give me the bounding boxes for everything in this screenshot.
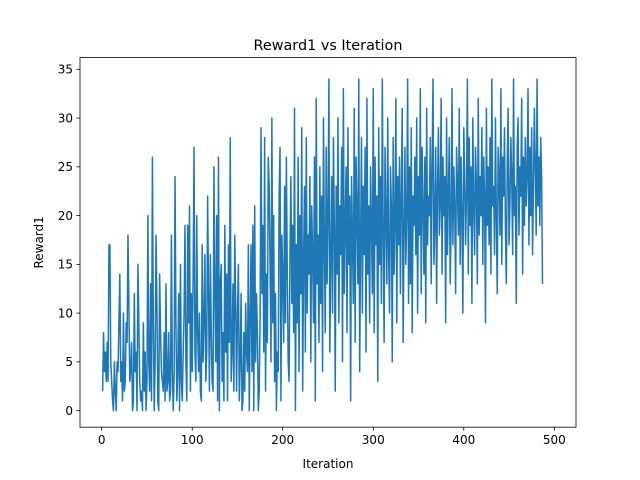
x-axis-label: Iteration (303, 457, 354, 471)
y-tick-label: 15 (58, 258, 73, 272)
chart-title: Reward1 vs Iteration (254, 38, 403, 54)
y-tick-label: 20 (58, 209, 73, 223)
y-tick-label: 30 (58, 111, 73, 125)
x-tick-label: 200 (271, 433, 294, 447)
x-tick-label: 300 (362, 433, 385, 447)
y-axis-label: Reward1 (32, 216, 46, 268)
y-axis-ticks: 0 5 10 15 20 25 30 35 (58, 63, 80, 418)
x-tick-label: 500 (543, 433, 566, 447)
plot-area (101, 78, 544, 412)
y-tick-label: 10 (58, 306, 73, 320)
x-tick-label: 100 (181, 433, 204, 447)
x-tick-label: 400 (452, 433, 475, 447)
series-line-1 (101, 78, 544, 412)
x-axis-ticks: 0 100 200 300 400 500 (98, 427, 566, 447)
y-tick-label: 5 (65, 355, 73, 369)
axes-frame (79, 57, 577, 428)
x-tick-label: 0 (98, 433, 106, 447)
y-tick-label: 25 (58, 160, 73, 174)
y-tick-label: 0 (65, 404, 73, 418)
y-tick-label: 35 (58, 63, 73, 77)
